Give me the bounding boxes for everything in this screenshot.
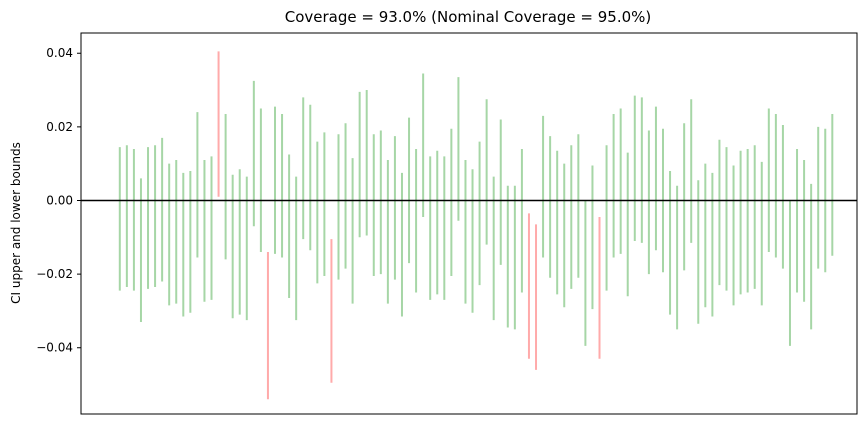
y-tick-label: 0.00 — [46, 193, 73, 207]
interval-group — [118, 51, 834, 400]
chart-title: Coverage = 93.0% (Nominal Coverage = 95.… — [285, 8, 652, 26]
y-axis-label: CI upper and lower bounds — [9, 142, 23, 304]
plot-area-frame — [80, 32, 858, 415]
y-tick-label: −0.02 — [36, 267, 73, 281]
y-tick-label: −0.04 — [36, 341, 73, 355]
y-tick-label: 0.04 — [46, 46, 73, 60]
y-tick-label: 0.02 — [46, 120, 73, 134]
y-axis-ticks: 0.04 0.02 0.00 −0.02 −0.04 — [36, 46, 81, 355]
